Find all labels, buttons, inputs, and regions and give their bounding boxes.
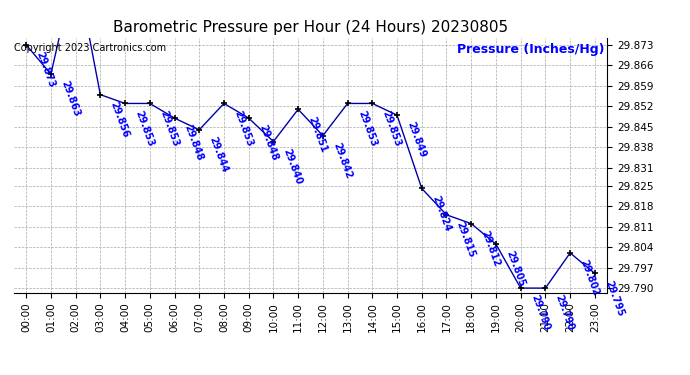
Text: Copyright 2023 Cartronics.com: Copyright 2023 Cartronics.com (14, 43, 166, 52)
Text: 29.900: 29.900 (0, 374, 1, 375)
Text: 29.844: 29.844 (208, 135, 230, 174)
Text: 29.790: 29.790 (553, 294, 576, 332)
Text: 29.849: 29.849 (405, 121, 428, 159)
Text: 29.853: 29.853 (381, 109, 403, 148)
Text: 29.853: 29.853 (356, 109, 378, 148)
Text: 29.853: 29.853 (158, 109, 180, 148)
Text: 29.853: 29.853 (233, 109, 255, 148)
Text: Pressure (Inches/Hg): Pressure (Inches/Hg) (457, 43, 604, 56)
Text: 29.790: 29.790 (529, 294, 551, 332)
Text: 29.863: 29.863 (59, 80, 81, 118)
Text: 29.853: 29.853 (133, 109, 156, 148)
Text: 29.856: 29.856 (108, 100, 131, 139)
Text: 29.848: 29.848 (257, 124, 279, 162)
Title: Barometric Pressure per Hour (24 Hours) 20230805: Barometric Pressure per Hour (24 Hours) … (113, 20, 508, 35)
Text: 29.842: 29.842 (331, 141, 353, 180)
Text: 29.812: 29.812 (480, 229, 502, 268)
Text: 29.795: 29.795 (603, 279, 625, 318)
Text: 29.805: 29.805 (504, 250, 526, 288)
Text: 29.873: 29.873 (34, 50, 57, 89)
Text: 29.815: 29.815 (455, 220, 477, 259)
Text: 29.802: 29.802 (578, 258, 601, 297)
Text: 29.840: 29.840 (282, 147, 304, 186)
Text: 29.848: 29.848 (183, 124, 205, 162)
Text: 29.824: 29.824 (430, 194, 453, 233)
Text: 29.851: 29.851 (306, 115, 328, 154)
